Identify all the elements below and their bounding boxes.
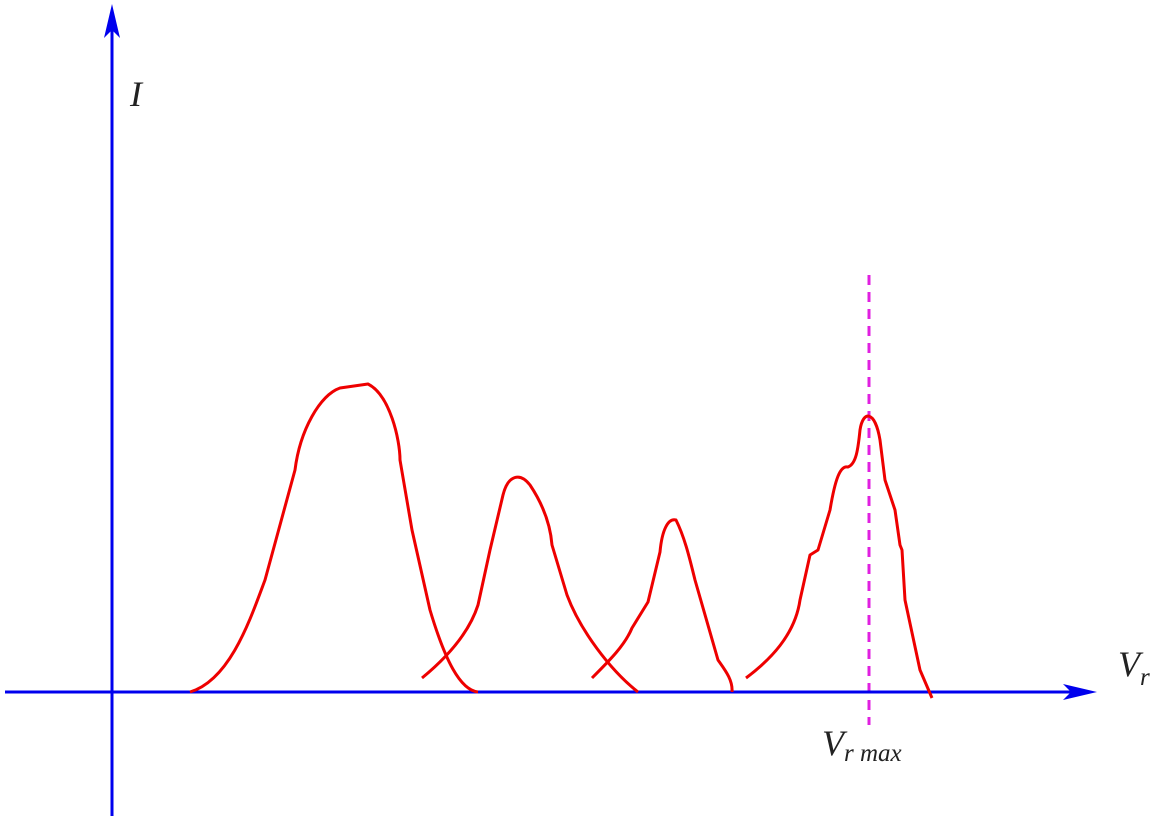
marker-label: Vr max <box>822 723 902 767</box>
x-axis-label-main: V <box>1118 644 1144 684</box>
peak-4 <box>745 414 934 699</box>
marker-label-sub: r max <box>844 740 902 767</box>
peak-3 <box>590 518 734 693</box>
x-axis-label: Vr <box>1118 644 1150 691</box>
y-axis-arrow <box>104 4 120 38</box>
curves <box>189 382 934 699</box>
x-axis-label-sub: r <box>1140 664 1150 691</box>
peak-1 <box>189 382 479 694</box>
peak-2 <box>421 475 639 694</box>
x-axis-arrow <box>1063 684 1097 700</box>
marker-label-main: V <box>822 723 848 763</box>
y-axis-label: I <box>129 74 144 114</box>
